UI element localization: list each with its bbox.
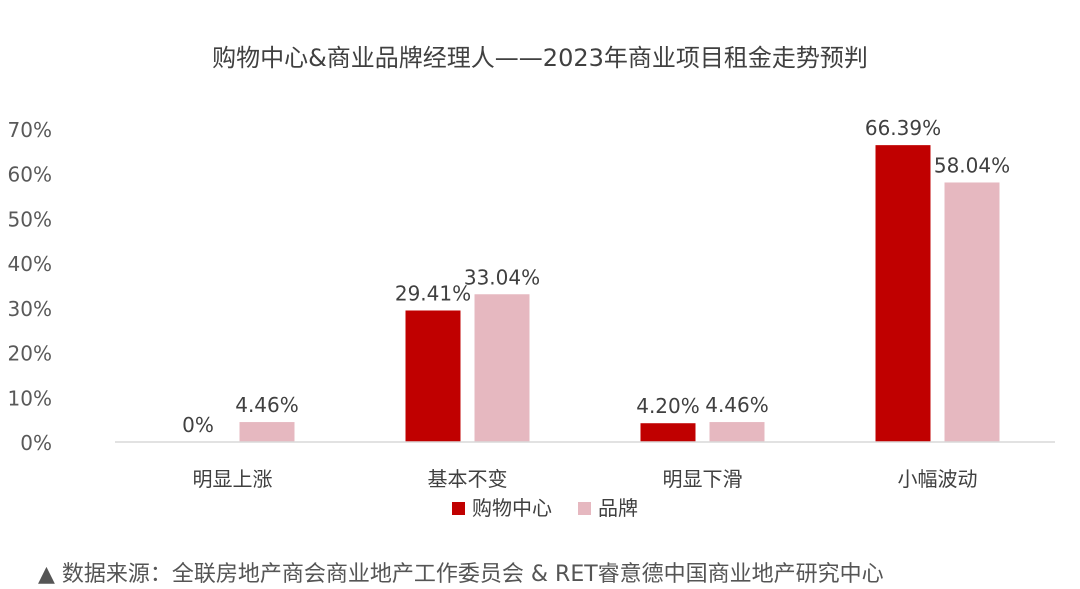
y-tick-label: 0% <box>20 431 52 455</box>
data-label: 4.46% <box>705 393 769 417</box>
bar-mall-2 <box>640 423 696 442</box>
source-note: ▲ 数据来源：全联房地产商会商业地产工作委员会 & RET睿意德中国商业地产研究… <box>38 562 884 587</box>
data-label: 58.04% <box>934 153 1010 177</box>
legend: 购物中心 品牌 <box>452 496 638 520</box>
legend-label: 品牌 <box>598 496 638 520</box>
data-label: 0% <box>182 413 214 437</box>
data-label: 4.20% <box>636 394 700 418</box>
x-tick-label: 基本不变 <box>428 467 508 491</box>
x-tick-label: 明显下滑 <box>663 467 743 491</box>
data-label: 66.39% <box>865 116 941 140</box>
value-labels: 0%4.46%29.41%33.04%4.20% 4.46%66.39%58.04… <box>182 116 1010 437</box>
y-tick-label: 70% <box>8 118 52 142</box>
x-tick-label: 小幅波动 <box>898 467 978 491</box>
legend-swatch <box>452 502 465 515</box>
y-tick-label: 60% <box>8 163 52 187</box>
data-label: 33.04% <box>464 265 540 289</box>
y-tick-label: 10% <box>8 386 52 410</box>
bars <box>239 145 1000 443</box>
legend-label: 购物中心 <box>472 496 552 520</box>
y-tick-label: 40% <box>8 252 52 276</box>
bar-brand-0 <box>239 422 295 442</box>
y-axis: 0% 10% 20% 30% 40% 50% 60% 70% <box>8 118 52 455</box>
bar-brand-1 <box>474 294 530 442</box>
legend-swatch <box>578 502 591 515</box>
bar-mall-1 <box>405 310 461 442</box>
x-axis: 明显上涨 基本不变 明显下滑 小幅波动 <box>193 467 978 491</box>
data-label: 29.41% <box>395 281 471 305</box>
y-tick-label: 30% <box>8 297 52 321</box>
data-label: 4.46% <box>235 393 299 417</box>
y-tick-label: 50% <box>8 207 52 231</box>
bar-brand-3 <box>944 182 1000 443</box>
x-tick-label: 明显上涨 <box>193 467 273 491</box>
bar-brand-2 <box>709 422 765 442</box>
bar-mall-3 <box>875 145 931 443</box>
chart-title: 购物中心&商业品牌经理人——2023年商业项目租金走势预判 <box>212 44 868 72</box>
y-tick-label: 20% <box>8 342 52 366</box>
